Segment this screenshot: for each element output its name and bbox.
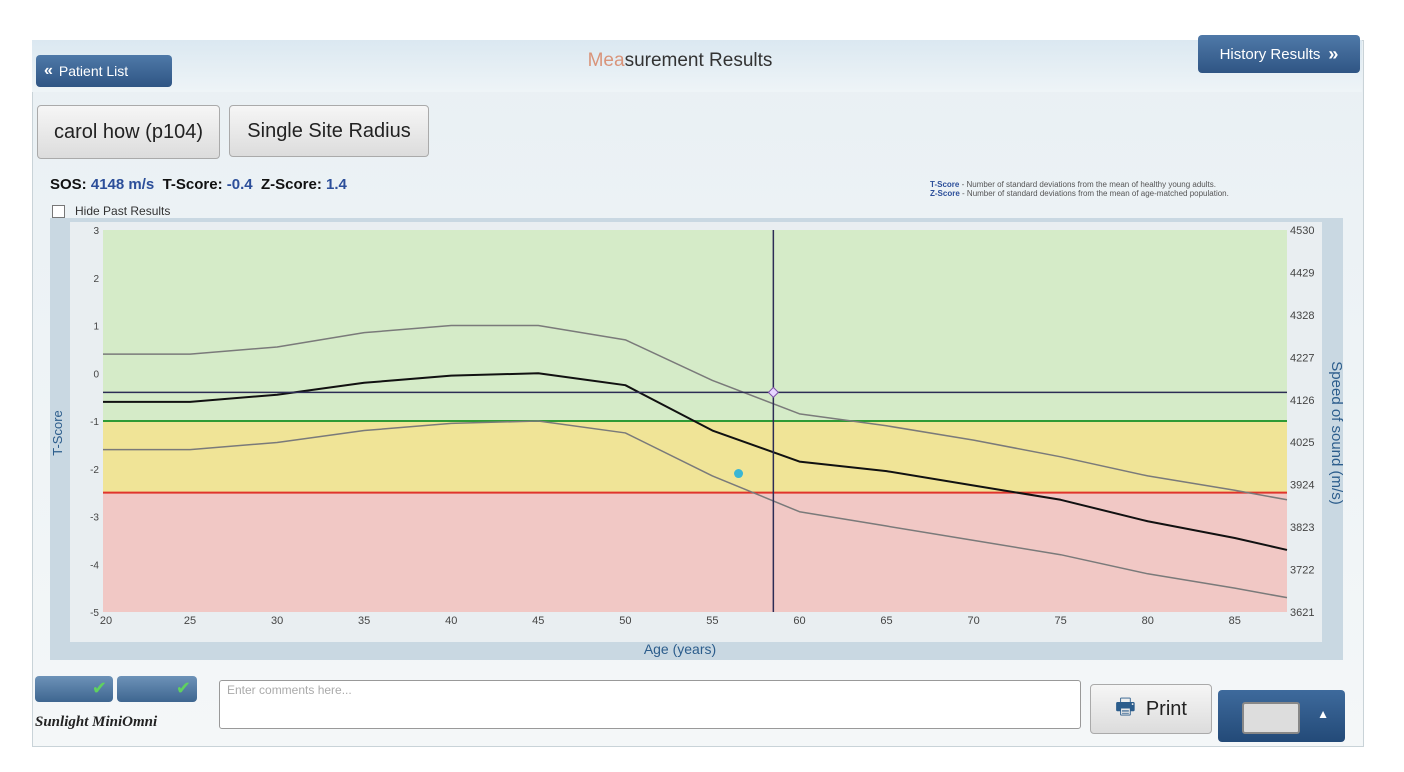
- t-value: -0.4: [226, 176, 253, 193]
- checkbox[interactable]: [52, 204, 65, 218]
- y2-tick-label: 4530: [1290, 225, 1314, 237]
- history-label: History Results: [1219, 45, 1321, 63]
- y-tick-label: -2: [90, 465, 99, 476]
- measurement-marker: [767, 386, 780, 399]
- z-value: 1.4: [326, 176, 347, 193]
- definition-text: - Number of standard deviations from the…: [961, 180, 1216, 189]
- back-icon: «: [44, 62, 53, 79]
- check-icon: ✔: [175, 678, 191, 698]
- y-axis-label: T-Score: [50, 410, 65, 456]
- title-part: surement Results: [624, 50, 773, 71]
- comments-placeholder: Enter comments here...: [227, 683, 352, 697]
- x-tick-label: 65: [880, 615, 892, 627]
- back-label: Patient List: [58, 63, 129, 79]
- chart: T-Score Speed of sound (m/s) Age (years)…: [50, 218, 1343, 660]
- definition-term: Z-Score: [930, 189, 960, 198]
- x-tick-label: 25: [184, 615, 196, 627]
- x-tick-label: 35: [358, 615, 370, 627]
- forward-icon: »: [1328, 43, 1339, 64]
- y2-tick-label: 3924: [1290, 480, 1314, 492]
- hide-past-label: Hide Past Results: [75, 204, 171, 218]
- site-button[interactable]: Single Site Radius: [229, 105, 429, 157]
- y2-tick-label: 4429: [1290, 267, 1314, 279]
- expand-icon: ▲: [1317, 707, 1329, 721]
- x-tick-label: 40: [445, 615, 457, 627]
- z-label: Z-Score:: [260, 176, 322, 193]
- x-tick-label: 70: [967, 615, 979, 627]
- definition: Z-Score - Number of standard deviations …: [930, 189, 1229, 198]
- status-icon: ✔: [117, 676, 197, 702]
- back-button[interactable]: « Patient List: [36, 55, 172, 87]
- y-tick-label: -1: [90, 417, 99, 428]
- y-tick-label: 1: [93, 322, 99, 333]
- band: [103, 230, 1287, 421]
- logo: Sunlight MiniOmni: [35, 714, 158, 730]
- page-title: Measurement Results: [480, 50, 880, 72]
- printer-icon: 🖶: [1115, 694, 1136, 719]
- sos-value: 4148 m/s: [90, 176, 155, 193]
- past-point: [734, 469, 744, 479]
- y2-axis-label: Speed of sound (m/s): [1328, 361, 1343, 504]
- y2-tick-label: 3722: [1290, 565, 1314, 577]
- title-part: Mea: [587, 50, 625, 71]
- patient-name: carol how (p104): [54, 120, 203, 143]
- results-line: SOS: 4148 m/s T-Score: -0.4 Z-Score: 1.4: [50, 176, 347, 193]
- definition-term: T-Score: [930, 180, 960, 189]
- x-tick-label: 60: [793, 615, 805, 627]
- curve: [103, 420, 1288, 599]
- keyboard-icon: [1242, 702, 1300, 734]
- site-name: Single Site Radius: [247, 119, 411, 142]
- y-tick-label: -3: [90, 513, 99, 524]
- x-tick-label: 55: [706, 615, 718, 627]
- status-icon: ✔: [35, 676, 113, 702]
- y2-tick-label: 4025: [1290, 437, 1314, 449]
- curve: [103, 324, 1288, 501]
- y-tick-label: 3: [93, 226, 99, 237]
- header-bar: [32, 40, 1362, 92]
- y-tick-label: 2: [93, 274, 99, 285]
- patient-button[interactable]: carol how (p104): [37, 105, 220, 159]
- y-tick-label: 0: [93, 369, 99, 380]
- y2-tick-label: 4227: [1290, 352, 1314, 364]
- x-axis-label: Age (years): [644, 641, 716, 657]
- definitions: T-Score - Number of standard deviations …: [930, 180, 1229, 198]
- check-icon: ✔: [91, 678, 107, 698]
- keyboard-button[interactable]: ▲: [1218, 690, 1345, 742]
- x-tick-label: 30: [271, 615, 283, 627]
- comments-box[interactable]: Enter comments here...: [219, 680, 1081, 729]
- x-tick-label: 20: [100, 615, 112, 627]
- t-label: T-Score:: [162, 176, 223, 193]
- sos-label: SOS:: [50, 176, 87, 193]
- band: [103, 492, 1287, 612]
- x-tick-label: 80: [1142, 615, 1154, 627]
- history-button[interactable]: History Results »: [1198, 35, 1360, 73]
- definition: T-Score - Number of standard deviations …: [930, 180, 1229, 189]
- curve: [103, 372, 1288, 551]
- y2-tick-label: 3823: [1290, 522, 1314, 534]
- y2-tick-label: 4126: [1290, 395, 1314, 407]
- y2-tick-label: 3621: [1290, 607, 1314, 619]
- y-tick-label: -5: [90, 608, 99, 619]
- x-tick-label: 45: [532, 615, 544, 627]
- print-button[interactable]: 🖶 Print: [1090, 684, 1212, 734]
- print-label: Print: [1145, 697, 1187, 720]
- y-tick-label: -4: [90, 560, 99, 571]
- x-tick-label: 75: [1055, 615, 1067, 627]
- definition-text: - Number of standard deviations from the…: [962, 189, 1229, 198]
- y2-tick-label: 4328: [1290, 310, 1314, 322]
- x-tick-label: 50: [619, 615, 631, 627]
- x-tick-label: 85: [1229, 615, 1241, 627]
- band: [103, 421, 1287, 493]
- hide-past[interactable]: Hide Past Results: [52, 204, 170, 218]
